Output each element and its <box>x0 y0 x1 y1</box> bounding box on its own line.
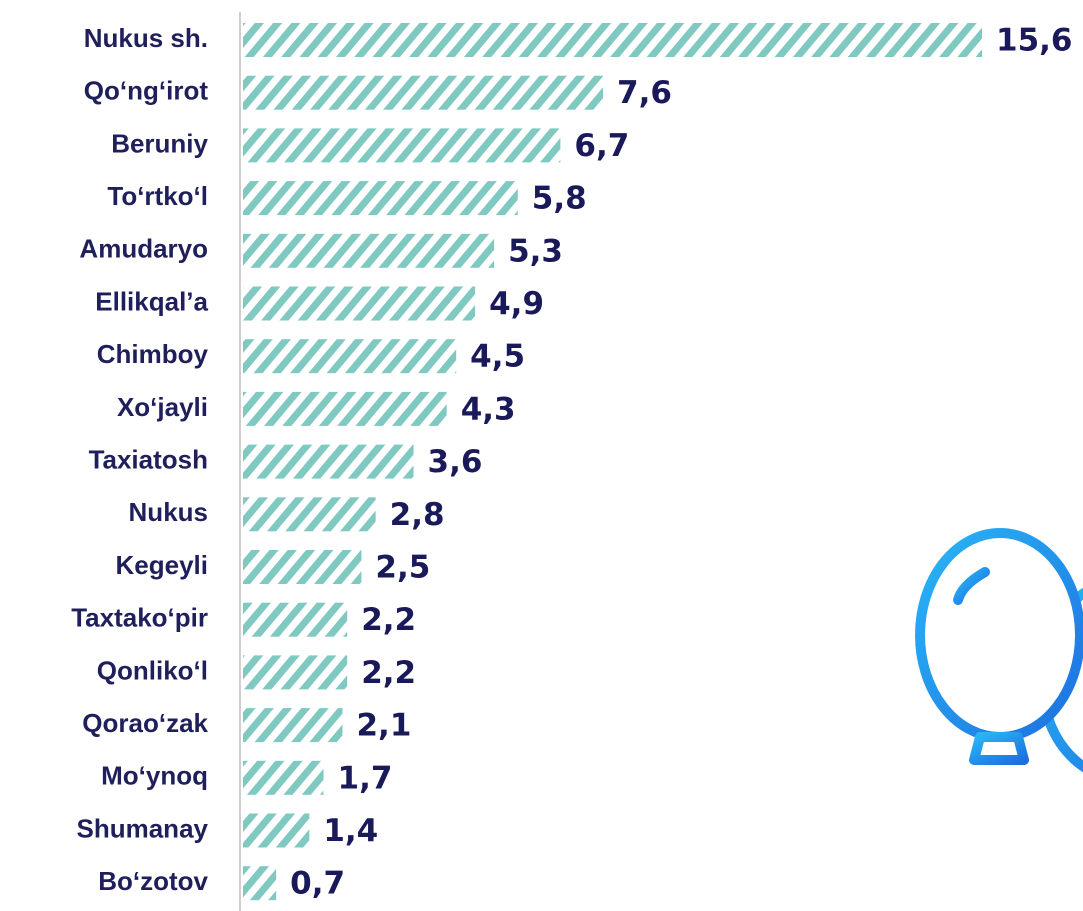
bar <box>243 339 457 374</box>
value-label: 1,4 <box>323 813 378 849</box>
value-label: 15,6 <box>996 23 1073 59</box>
value-label: 2,2 <box>361 602 416 638</box>
category-label: Shumanay <box>77 813 209 843</box>
bar <box>243 708 343 743</box>
bar <box>243 286 476 321</box>
bar <box>243 391 447 426</box>
value-label: 3,6 <box>428 444 483 480</box>
value-label: 5,8 <box>532 181 587 217</box>
value-label: 4,3 <box>461 391 516 427</box>
bar <box>243 444 414 479</box>
value-label: 7,6 <box>617 75 672 111</box>
category-label: Qonliko‘l <box>97 655 208 685</box>
balloon-icon <box>915 528 1083 883</box>
category-label: Xo‘jayli <box>117 392 208 422</box>
category-label: Mo‘ynoq <box>101 761 208 791</box>
category-label: Amudaryo <box>79 234 208 264</box>
category-label: Ellikqal’a <box>95 286 208 316</box>
value-label: 2,2 <box>361 655 416 691</box>
bar <box>243 866 277 901</box>
bar <box>243 760 324 795</box>
value-label: 2,8 <box>390 497 445 533</box>
value-label: 1,7 <box>338 760 393 796</box>
value-label: 0,7 <box>290 866 345 902</box>
value-label: 2,5 <box>375 550 430 586</box>
category-label: Nukus sh. <box>84 23 208 53</box>
bar <box>243 128 561 163</box>
bar <box>243 23 982 57</box>
category-label: Qo‘ng‘irot <box>84 76 209 106</box>
category-label: Qorao‘zak <box>82 708 208 738</box>
bar <box>243 233 495 268</box>
category-label: Chimboy <box>97 339 209 369</box>
category-label: Bo‘zotov <box>98 866 208 896</box>
bar <box>243 813 310 848</box>
bar <box>243 497 376 532</box>
category-label: Beruniy <box>111 128 208 158</box>
bar <box>243 75 604 110</box>
category-label: To‘rtko‘l <box>107 181 208 211</box>
value-label: 4,5 <box>470 339 525 375</box>
category-label: Taxiatosh <box>89 444 208 474</box>
value-label: 4,9 <box>489 286 544 322</box>
value-label: 6,7 <box>574 128 629 164</box>
value-label: 5,3 <box>508 233 563 269</box>
category-label: Nukus <box>129 497 208 527</box>
category-label: Kegeyli <box>116 550 209 580</box>
bar <box>243 550 362 584</box>
bar <box>243 655 348 690</box>
bar <box>243 181 518 216</box>
bar <box>243 602 348 637</box>
category-label: Taxtako‘pir <box>71 603 208 633</box>
value-label: 2,1 <box>356 708 411 744</box>
